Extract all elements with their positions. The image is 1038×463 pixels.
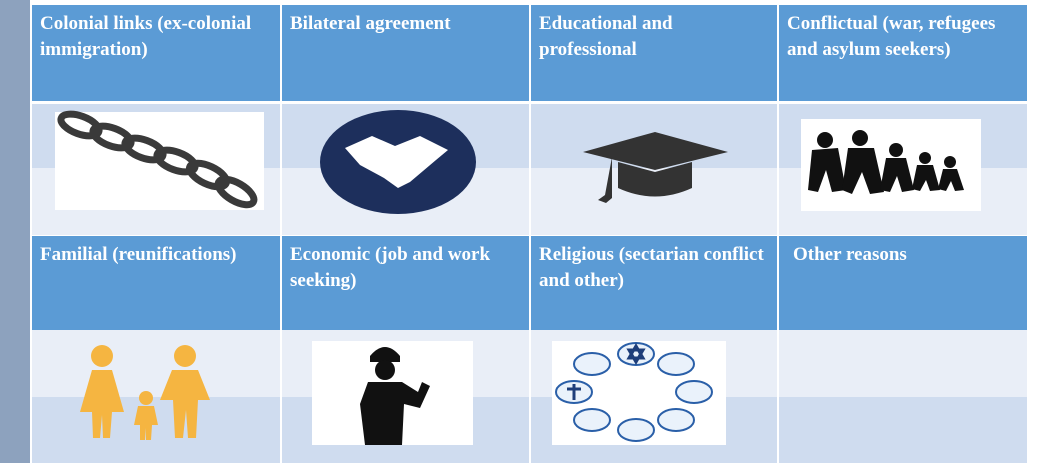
family-icon <box>80 345 210 440</box>
chain-icon <box>55 110 264 210</box>
header-cell: Other reasons <box>779 236 1027 330</box>
header-cell: Religious (sectarian conflict and other) <box>531 236 777 330</box>
graduation-cap-icon <box>583 132 728 203</box>
header-cell: Familial (reunifications) <box>32 236 280 330</box>
cell-border <box>529 5 531 463</box>
row-border <box>32 101 1027 104</box>
worker-icon <box>312 341 473 445</box>
header-cell: Educational and professional <box>531 5 777 102</box>
cell-border <box>777 5 779 463</box>
handshake-icon <box>320 110 476 214</box>
religious-symbols-icon <box>552 341 726 445</box>
cell-border <box>280 5 282 463</box>
header-cell: Economic (job and work seeking) <box>282 236 529 330</box>
header-cell: Colonial links (ex-colonial immigration) <box>32 5 280 102</box>
refugees-icon <box>801 119 981 211</box>
side-strip <box>0 0 30 463</box>
header-cell: Bilateral agreement <box>282 5 529 102</box>
header-cell: Conflictual (war, refugees and asylum se… <box>779 5 1027 102</box>
